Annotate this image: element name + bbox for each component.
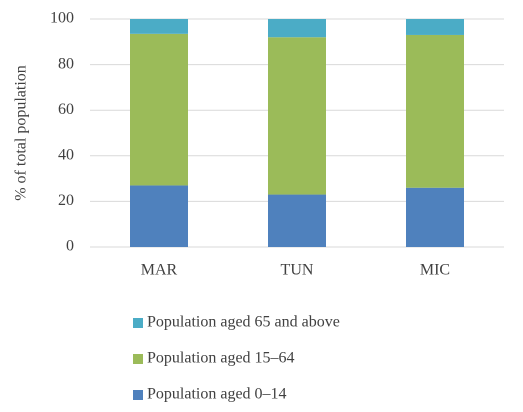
bar-segment [130, 33, 188, 186]
legend-label: Population aged 0–14 [147, 386, 287, 403]
bar-segment [406, 34, 464, 188]
bar-segment [130, 19, 188, 34]
legend-label: Population aged 65 and above [147, 314, 340, 331]
y-tick-label: 100 [50, 10, 74, 27]
x-tick-label: MIC [420, 262, 450, 279]
legend-swatch [133, 354, 143, 364]
legend-swatch [133, 318, 143, 328]
y-tick-label: 20 [58, 192, 74, 209]
x-tick-label: MAR [141, 262, 178, 279]
bar-segment [268, 37, 326, 195]
y-tick-label: 60 [58, 101, 74, 118]
y-tick-label: 0 [66, 238, 74, 255]
bar-segment [406, 19, 464, 35]
y-tick-label: 80 [58, 55, 74, 72]
y-axis-label: % of total population [13, 65, 30, 201]
legend-swatch [133, 390, 143, 400]
legend-label: Population aged 15–64 [147, 350, 295, 367]
bar-segment [130, 185, 188, 247]
y-tick-label: 40 [58, 146, 74, 163]
x-tick-label: TUN [281, 262, 314, 279]
bar-segment [268, 194, 326, 247]
bar-segment [406, 187, 464, 247]
bar-segment [268, 19, 326, 38]
